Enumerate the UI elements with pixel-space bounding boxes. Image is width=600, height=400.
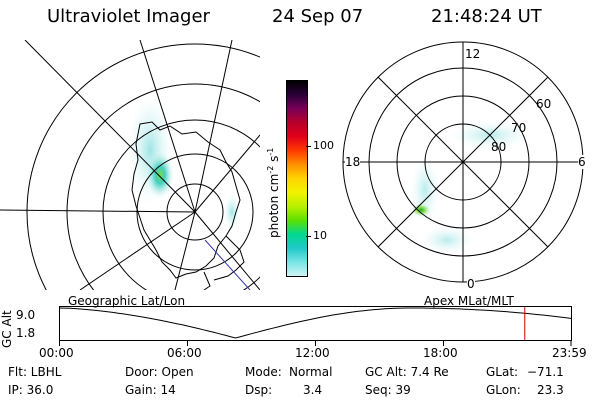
mlat-label-60: 60 — [536, 97, 552, 111]
lon-line — [194, 211, 260, 290]
mlat-label-80: 80 — [491, 140, 507, 154]
xtick-0600: 06:00 — [167, 346, 202, 360]
colorbar-unit-seconds: s — [267, 155, 281, 162]
timeline-frame — [59, 306, 572, 341]
gain-status: Gain: 14 — [125, 383, 176, 397]
colorbar-unit: photon cm — [267, 173, 281, 238]
sequence-status: Seq: 39 — [365, 383, 411, 397]
ip-status: IP: 36.0 — [8, 383, 54, 397]
lon-line — [79, 211, 196, 290]
glon-label: GLon: — [486, 383, 521, 397]
aurora-oval-night — [421, 226, 473, 254]
mode-label: Mode: — [245, 365, 282, 379]
geographic-map — [0, 40, 260, 290]
mode-value: Normal — [289, 365, 333, 379]
mlat-label-70: 70 — [511, 121, 527, 135]
colorbar-tick-100: 100 — [313, 139, 334, 152]
mlt-label-6: 6 — [578, 155, 586, 169]
glat-label: GLat: — [486, 365, 519, 379]
lat-circle — [26, 43, 260, 290]
altitude-curve — [59, 307, 572, 339]
colorbar-exponent: -1 — [266, 147, 275, 156]
lon-line — [0, 209, 196, 213]
colorbar-tick — [306, 236, 311, 237]
mlt-label-0: 0 — [467, 277, 475, 291]
colorbar-tick-10: 10 — [313, 229, 327, 242]
glon-value: 23.3 — [537, 383, 564, 397]
mlt-label-12: 12 — [465, 47, 481, 61]
colorbar — [286, 80, 308, 277]
aurora-spot — [411, 203, 431, 217]
aurora-glow-bright — [146, 151, 174, 199]
lon-line — [139, 40, 196, 213]
coastline — [213, 235, 245, 281]
date-label: 24 Sep 07 — [272, 6, 364, 27]
mlt-label-18: 18 — [345, 155, 361, 169]
geographic-label: Geographic Lat/Lon — [68, 294, 186, 308]
instrument-title: Ultraviolet Imager — [47, 6, 210, 27]
terminator-line — [204, 239, 251, 290]
mlt-line — [377, 76, 549, 248]
aurora-glow-east — [224, 194, 240, 230]
door-status: Door: Open — [125, 365, 194, 379]
colorbar-label: photon cm-2 s-1 — [266, 148, 281, 238]
time-label: 21:48:24 UT — [431, 6, 542, 27]
timeline-ylabel: GC Alt — [0, 310, 14, 348]
dsp-value: 3.4 — [303, 383, 323, 397]
timeline-ytick-bottom: 1.8 — [16, 326, 36, 340]
glat-value: −71.1 — [527, 365, 564, 379]
altitude-timeline — [59, 306, 572, 346]
colorbar-gradient — [287, 81, 307, 276]
lon-line — [194, 40, 233, 213]
xtick-0000: 00:00 — [39, 346, 74, 360]
gc-altitude: GC Alt: 7.4 Re — [365, 365, 449, 379]
dsp-label: Dsp: — [245, 383, 273, 397]
lon-line — [194, 134, 260, 213]
xtick-1800: 18:00 — [423, 346, 458, 360]
lat-circle — [136, 153, 254, 271]
coastline — [203, 271, 211, 290]
apex-polar-plot — [342, 41, 584, 283]
coastline — [131, 121, 241, 279]
colorbar-tick — [306, 146, 311, 147]
apex-label: Apex MLat/MLT — [424, 294, 514, 308]
filter-status: Flt: LBHL — [8, 365, 62, 379]
xtick-2359: 23:59 — [552, 346, 587, 360]
lat-circle — [66, 83, 260, 290]
lon-line — [24, 40, 196, 213]
xtick-1200: 12:00 — [295, 346, 330, 360]
colorbar-exponent: -2 — [266, 165, 275, 174]
timeline-ytick-top: 9.0 — [16, 308, 36, 322]
lat-circle — [102, 119, 260, 290]
